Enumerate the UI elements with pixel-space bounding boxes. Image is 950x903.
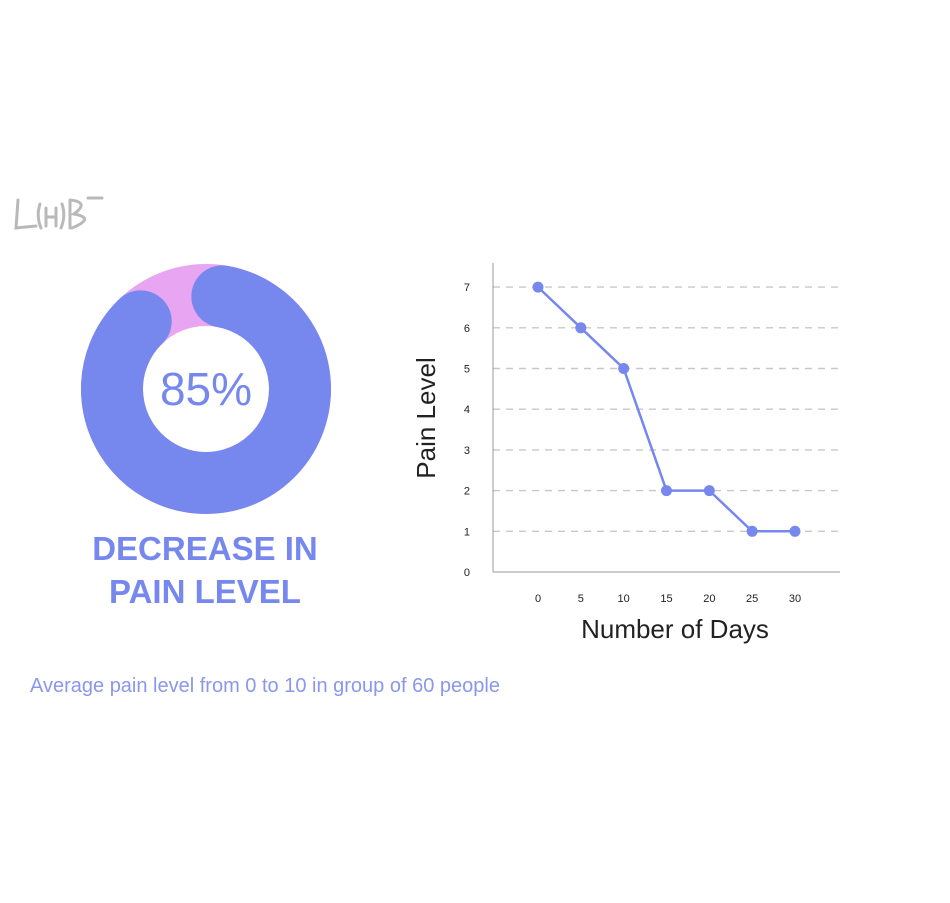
x-tick-label: 20 [703,593,715,605]
y-tick-label: 6 [464,323,470,335]
data-points [532,281,801,537]
y-tick-labels: 0 1 2 3 4 5 6 7 [464,282,470,579]
headline-line-1: DECREASE IN [92,530,318,567]
x-tick-labels: 0 5 10 15 20 25 30 [535,593,801,605]
data-point [532,281,544,293]
y-tick-label: 7 [464,282,470,294]
data-point [789,525,801,537]
y-tick-label: 0 [464,567,470,579]
line-chart: 0 1 2 3 4 5 6 7 0 5 10 15 20 25 30 Pain Level Number … [411,263,840,644]
y-tick-label: 5 [464,364,470,376]
y-tick-label: 3 [464,445,470,457]
y-axis-title: Pain Level [411,357,441,478]
y-tick-label: 1 [464,526,470,538]
data-point [703,485,715,497]
y-tick-label: 4 [464,404,470,416]
x-axis-title: Number of Days [581,614,769,644]
headline: DECREASE IN PAIN LEVEL [55,527,355,613]
footnote: Average pain level from 0 to 10 in group… [30,675,500,697]
y-tick-label: 2 [464,486,470,498]
x-tick-label: 15 [660,593,672,605]
donut-arc [81,265,331,514]
donut-chart: 85% [81,264,331,514]
lab-logo [14,196,104,230]
x-tick-label: 10 [618,593,630,605]
data-point [575,322,587,334]
data-point [746,525,758,537]
x-tick-label: 5 [578,593,584,605]
donut-percent-label: 85% [160,363,252,415]
x-tick-label: 0 [535,593,541,605]
data-point [618,363,630,374]
x-tick-label: 25 [746,593,758,605]
data-point [661,485,672,497]
x-tick-label: 30 [789,593,801,605]
headline-line-2: PAIN LEVEL [109,573,301,610]
